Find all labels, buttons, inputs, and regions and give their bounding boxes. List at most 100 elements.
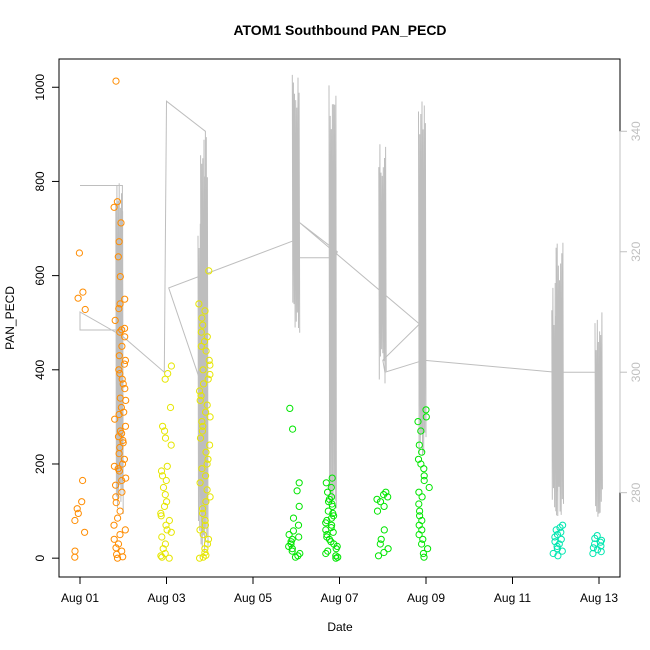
- data-point: [118, 342, 126, 350]
- latitude-spike: [378, 144, 387, 384]
- data-point: [589, 549, 597, 558]
- data-point: [117, 219, 125, 227]
- data-point: [110, 462, 119, 470]
- data-point: [116, 273, 124, 281]
- data-point: [285, 542, 293, 551]
- latitude-spike: [291, 74, 301, 333]
- data-point: [425, 483, 433, 492]
- x-tick-label: Aug 13: [580, 591, 618, 605]
- x-axis: Aug 01 Aug 03 Aug 05 Aug 07 Aug 09 Aug 11 Aug …: [61, 576, 618, 605]
- chart-title: ATOM1 Southbound PAN_PECD: [233, 22, 446, 38]
- data-point: [113, 554, 122, 562]
- data-point: [328, 474, 336, 482]
- data-point: [110, 203, 118, 211]
- data-point: [166, 403, 175, 412]
- data-point: [322, 479, 330, 487]
- data-point: [119, 439, 127, 447]
- data-point: [380, 548, 388, 557]
- data-point: [205, 356, 213, 364]
- data-point: [198, 418, 206, 426]
- data-point: [420, 465, 428, 473]
- data-point: [295, 479, 303, 487]
- data-point: [206, 441, 214, 449]
- data-point: [289, 425, 297, 433]
- data-point: [422, 406, 430, 414]
- data-point: [159, 483, 168, 492]
- data-point: [415, 521, 423, 529]
- data-point: [382, 488, 390, 496]
- data-point: [197, 328, 205, 336]
- data-point: [415, 441, 423, 449]
- data-point: [71, 553, 79, 561]
- data-point: [161, 491, 169, 499]
- data-point: [203, 460, 211, 468]
- y-axis: 0 200 400 600 800 1000: [33, 74, 60, 562]
- data-point: [159, 422, 167, 430]
- data-point: [110, 535, 118, 543]
- data-point: [161, 427, 169, 435]
- data-point: [556, 524, 564, 532]
- data-point: [199, 321, 207, 329]
- data-point: [196, 387, 204, 395]
- data-point: [203, 401, 211, 409]
- data-point: [294, 521, 303, 529]
- data-point: [122, 474, 130, 482]
- data-point: [293, 487, 301, 495]
- data-point: [327, 483, 335, 492]
- data-point: [206, 493, 214, 501]
- y-tick-label: 1000: [33, 74, 47, 101]
- data-point: [417, 427, 425, 435]
- data-point: [161, 434, 170, 442]
- data-point: [118, 476, 126, 485]
- data-point: [554, 552, 562, 560]
- data-point: [418, 493, 426, 501]
- data-point: [197, 342, 205, 350]
- data-point: [199, 553, 207, 561]
- data-point: [115, 366, 123, 374]
- data-point: [79, 476, 87, 485]
- x-tick-label: Aug 05: [234, 591, 272, 605]
- latitude-spike: [328, 85, 337, 509]
- data-point: [200, 337, 209, 346]
- data-point: [206, 413, 214, 421]
- data-point: [199, 509, 207, 518]
- data-point: [376, 540, 384, 548]
- data-point: [324, 488, 332, 496]
- data-point: [203, 486, 211, 494]
- data-point: [287, 540, 295, 548]
- data-point: [113, 550, 121, 559]
- data-point: [120, 455, 129, 463]
- right-tick-label: 320: [629, 241, 643, 261]
- right-y-axis: 280 300 320 340: [619, 121, 643, 503]
- data-point: [116, 328, 124, 336]
- data-point: [296, 549, 304, 558]
- data-point: [122, 396, 130, 404]
- data-point: [78, 498, 86, 506]
- data-point: [199, 531, 207, 539]
- latitude-line-layer: [79, 74, 603, 552]
- plot-frame: [58, 58, 621, 578]
- data-point: [206, 370, 214, 379]
- data-point: [74, 509, 82, 518]
- right-tick-label: 340: [629, 121, 643, 141]
- y-tick-label: 600: [33, 265, 47, 285]
- data-point: [196, 434, 205, 442]
- data-point: [121, 356, 130, 364]
- data-point: [196, 396, 204, 404]
- data-point: [114, 253, 122, 261]
- data-point: [202, 472, 210, 480]
- data-point: [384, 545, 392, 553]
- data-point: [115, 467, 124, 475]
- data-point: [415, 531, 423, 539]
- data-point: [414, 418, 422, 426]
- data-point: [116, 507, 124, 515]
- data-point: [71, 516, 79, 525]
- data-point: [121, 295, 129, 303]
- data-point: [198, 465, 206, 473]
- data-point: [167, 441, 175, 449]
- data-point: [332, 554, 340, 562]
- x-axis-label: Date: [327, 620, 353, 634]
- data-point: [291, 553, 300, 561]
- y-tick-label: 200: [33, 454, 47, 474]
- data-point: [157, 552, 165, 560]
